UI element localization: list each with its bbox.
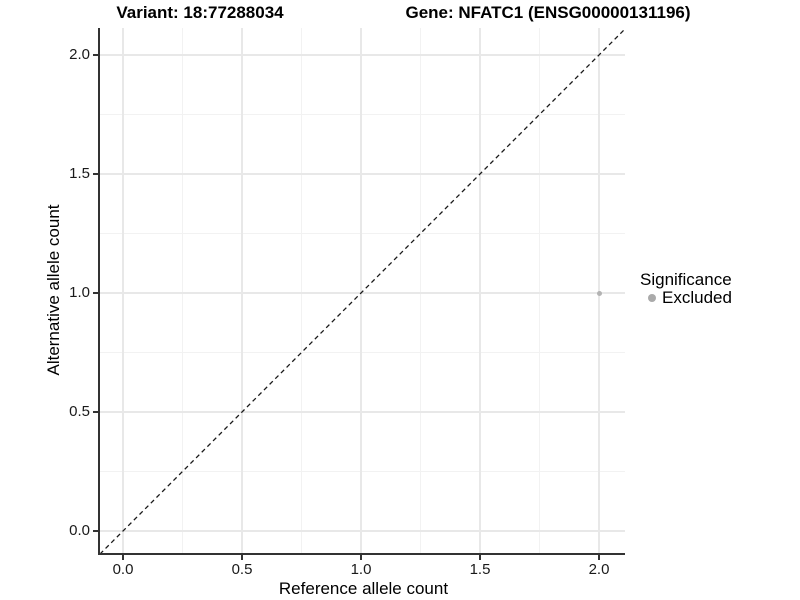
x-tick-mark (598, 555, 600, 560)
legend-title: Significance (640, 270, 732, 289)
gridline-major-horizontal (100, 411, 625, 413)
gridline-major-vertical (122, 28, 124, 553)
x-tick-mark (122, 555, 124, 560)
gridline-minor-horizontal (100, 470, 625, 473)
y-tick-label: 0.0 (69, 522, 90, 539)
gridline-major-horizontal (100, 530, 625, 532)
gridline-minor-horizontal (100, 351, 625, 354)
y-tick-label: 1.5 (69, 165, 90, 182)
legend-key-dot-icon (648, 294, 656, 302)
gridline-minor-vertical (181, 28, 184, 553)
gridline-major-horizontal (100, 54, 625, 56)
gridline-major-vertical (241, 28, 243, 553)
y-tick-label: 2.0 (69, 46, 90, 63)
data-point (596, 290, 602, 296)
x-tick-mark (360, 555, 362, 560)
x-axis-title: Reference allele count (278, 579, 449, 598)
gridline-major-horizontal (100, 292, 625, 294)
x-tick-mark (241, 555, 243, 560)
x-tick-label: 2.0 (588, 561, 610, 578)
identity-dashed-line (100, 28, 625, 553)
y-tick-mark (93, 54, 98, 56)
legend: Significance Excluded (640, 270, 732, 307)
plot-panel (98, 28, 625, 555)
x-tick-label: 1.5 (469, 561, 491, 578)
gridline-major-vertical (360, 28, 362, 553)
gridline-minor-vertical (538, 28, 541, 553)
legend-entry-label: Excluded (662, 288, 732, 307)
gridline-minor-horizontal (100, 113, 625, 116)
plot-title-variant: Variant: 18:77288034 (116, 3, 284, 22)
y-tick-mark (93, 292, 98, 294)
gridline-major-horizontal (100, 173, 625, 175)
y-tick-mark (93, 173, 98, 175)
plot-title-gene: Gene: NFATC1 (ENSG00000131196) (405, 3, 691, 22)
gridline-major-vertical (479, 28, 481, 553)
y-tick-mark (93, 411, 98, 413)
y-tick-mark (93, 530, 98, 532)
gridline-minor-vertical (419, 28, 422, 553)
gridline-minor-vertical (300, 28, 303, 553)
y-tick-label: 1.0 (69, 284, 90, 301)
x-tick-mark (479, 555, 481, 560)
x-tick-label: 0.0 (112, 561, 134, 578)
x-tick-label: 1.0 (350, 561, 372, 578)
x-tick-label: 0.5 (231, 561, 253, 578)
y-tick-label: 0.5 (69, 403, 90, 420)
legend-entry: Excluded (640, 289, 732, 307)
gridline-minor-horizontal (100, 232, 625, 235)
